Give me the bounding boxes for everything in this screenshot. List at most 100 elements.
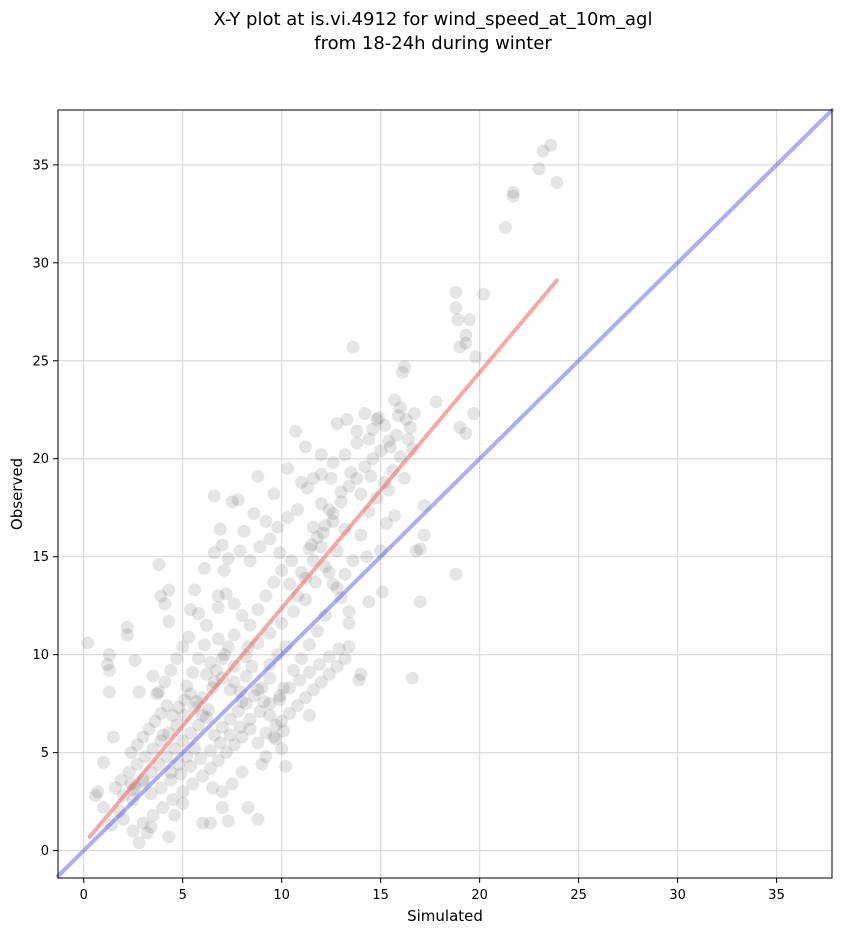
data-point-9: [97, 800, 111, 814]
data-point-300: [196, 769, 210, 783]
data-point-209: [287, 663, 301, 677]
data-point-241: [245, 659, 259, 673]
data-point-182: [144, 787, 158, 801]
data-point-174: [138, 750, 152, 764]
data-point-259: [124, 746, 138, 760]
data-point-63: [391, 409, 405, 423]
data-point-262: [176, 640, 190, 654]
data-point-309: [267, 730, 281, 744]
data-point-293: [350, 471, 364, 485]
data-point-100: [449, 567, 463, 581]
data-point-117: [273, 693, 287, 707]
data-point-308: [259, 726, 273, 740]
data-point-18: [140, 826, 154, 840]
data-point-30: [176, 797, 190, 811]
identity-line: [56, 108, 834, 879]
data-point-148: [247, 507, 261, 521]
data-point-96: [459, 328, 473, 342]
y-tick-label-5: 25: [32, 354, 49, 369]
data-point-25: [146, 669, 160, 683]
data-point-235: [209, 663, 223, 677]
data-point-123: [211, 632, 225, 646]
data-point-22: [158, 597, 172, 611]
data-point-131: [221, 552, 235, 566]
data-point-310: [275, 714, 289, 728]
data-point-199: [312, 657, 326, 671]
data-point-231: [186, 665, 200, 679]
data-point-116: [255, 757, 269, 771]
data-point-219: [207, 728, 221, 742]
data-point-17: [132, 836, 146, 850]
data-point-319: [176, 785, 190, 799]
data-point-325: [126, 824, 140, 838]
data-point-73: [413, 542, 427, 556]
x-tick-label-0: 0: [80, 888, 88, 903]
data-point-215: [239, 697, 253, 711]
data-point-349: [306, 471, 320, 485]
data-point-216: [231, 704, 245, 718]
data-point-105: [506, 185, 520, 199]
data-point-269: [235, 608, 249, 622]
data-point-260: [164, 663, 178, 677]
data-point-153: [364, 469, 378, 483]
data-point-218: [215, 720, 229, 734]
data-point-20: [152, 558, 166, 572]
data-point-6: [106, 730, 120, 744]
data-point-332: [199, 667, 213, 681]
scatter-points: [81, 138, 564, 850]
x-tick-label-7: 35: [768, 888, 785, 903]
data-point-132: [233, 544, 247, 558]
data-point-233: [197, 638, 211, 652]
data-point-225: [160, 750, 174, 764]
data-point-143: [300, 481, 314, 495]
data-point-268: [227, 597, 241, 611]
data-point-345: [350, 424, 364, 438]
data-point-47: [289, 424, 303, 438]
x-tick-label-6: 30: [669, 888, 686, 903]
data-point-35: [211, 589, 225, 603]
data-point-331: [235, 765, 249, 779]
data-point-206: [310, 624, 324, 638]
x-tick-label-4: 20: [471, 888, 488, 903]
data-point-112: [275, 742, 289, 756]
data-point-234: [203, 655, 217, 669]
data-point-0: [81, 636, 95, 650]
data-point-200: [322, 650, 336, 664]
data-point-34: [213, 522, 227, 536]
data-point-312: [291, 699, 305, 713]
data-point-77: [405, 671, 419, 685]
data-point-107: [536, 144, 550, 158]
data-point-311: [283, 706, 297, 720]
data-point-83: [376, 585, 390, 599]
data-point-243: [257, 695, 271, 709]
y-tick-label-6: 30: [32, 256, 49, 271]
reference-lines: [56, 108, 834, 879]
data-point-323: [146, 808, 160, 822]
data-point-106: [532, 162, 546, 176]
data-point-114: [277, 724, 291, 738]
data-point-147: [259, 514, 273, 528]
data-point-176: [122, 765, 136, 779]
chart-subtitle: from 18-24h during winter: [314, 33, 552, 54]
data-point-60: [378, 418, 392, 432]
data-point-56: [350, 436, 364, 450]
data-point-322: [156, 800, 170, 814]
data-point-3: [102, 648, 116, 662]
data-point-69: [407, 407, 421, 421]
data-point-145: [281, 511, 295, 525]
data-point-347: [326, 456, 340, 470]
data-point-330: [225, 777, 239, 791]
data-point-90: [449, 285, 463, 299]
data-point-8: [89, 789, 103, 803]
data-point-31: [196, 816, 210, 830]
data-point-127: [188, 583, 202, 597]
data-point-261: [170, 652, 184, 666]
data-point-307: [251, 736, 265, 750]
data-point-201: [332, 642, 346, 656]
data-point-49: [298, 440, 312, 454]
data-point-76: [413, 595, 427, 609]
data-point-207: [302, 638, 316, 652]
data-point-183: [154, 781, 168, 795]
data-point-292: [358, 460, 372, 474]
data-point-284: [354, 528, 368, 542]
